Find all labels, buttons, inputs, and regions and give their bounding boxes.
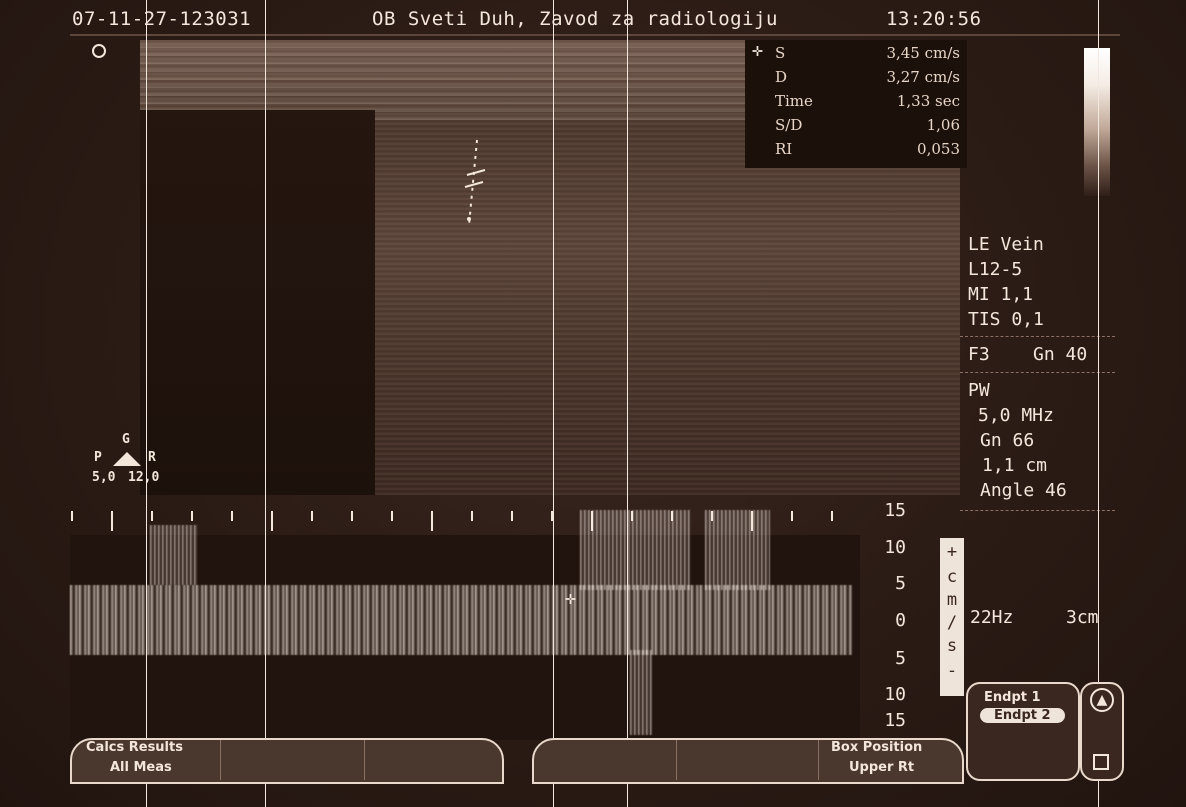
focus-gain: F3 Gn 40 [968,344,1088,365]
doppler-mode: PW [968,380,990,401]
endpoint-2-option[interactable]: Endpt 2 [980,708,1065,723]
velocity-unit-label: + c m / s - [940,538,964,696]
up-arrow-icon[interactable]: ▲ [1090,688,1114,712]
circle-indicator-icon [92,44,106,58]
doppler-peak [705,510,770,590]
softkey-group-left [70,738,504,784]
endpoint-knob[interactable]: ▲ [1080,682,1124,781]
doppler-baseline-signal [70,585,852,655]
unit-char: - [946,661,958,681]
softkey-group-right [532,738,964,784]
measurement-label: S [775,44,786,62]
doppler-reverse-flow [630,650,652,735]
measurement-value: 3,45 cm/s [886,44,960,62]
mechanical-index: MI 1,1 [968,284,1034,305]
measurement-label: S/D [775,116,803,134]
calcs-results-label: Calcs Results [86,740,183,755]
measurement-value: 1,06 [926,116,960,134]
doppler-peak [580,510,690,590]
endpoint-1-option[interactable]: Endpt 1 [984,690,1041,705]
unit-char: / [946,613,958,633]
measurement-label: RI [775,140,793,158]
velocity-scale-label: 0 [895,610,906,631]
velocity-scale-label: 15 [884,500,906,521]
scan-line-artifact [265,0,266,807]
all-meas-label: All Meas [110,760,172,775]
cursor-crosshair-icon[interactable]: ✛ [565,588,576,609]
probe-right-label: R [148,450,156,465]
upper-rt-label: Upper Rt [849,760,915,775]
measurement-value: 1,33 sec [896,92,960,110]
scan-line-artifact [553,0,554,807]
box-position-button[interactable]: Box Position Upper Rt [818,740,959,780]
doppler-angle: Angle 46 [980,480,1067,501]
scan-line-artifact [1098,0,1099,807]
measurement-label: Time [775,92,813,110]
measurement-panel: S 3,45 cm/s D 3,27 cm/s Time 1,33 sec S/D 1,… [745,40,967,168]
doppler-frequency: 5,0 MHz [978,405,1054,426]
unit-char: c [946,567,958,587]
probe-orientation-icon [113,452,141,466]
calcs-results-button[interactable]: Calcs Results All Meas [80,740,216,780]
velocity-scale-label: 5 [895,648,906,669]
depth-value: 3cm [1066,607,1099,628]
crosshair-icon: ✛ [752,40,763,61]
info-divider [960,372,1115,374]
measurement-value: 3,27 cm/s [886,68,960,86]
scan-line-artifact [627,0,628,807]
probe-left-label: P [94,450,102,465]
softkey-empty-4[interactable] [534,740,674,780]
info-divider [960,510,1115,512]
probe-top-label: G [122,432,130,447]
doppler-peak [150,525,198,585]
grayscale-bar [1084,48,1110,196]
probe-left-value: 5,0 [92,470,116,485]
softkey-empty-3[interactable] [364,740,501,780]
clock-time: 13:20:56 [886,8,982,30]
softkey-empty-5[interactable] [676,740,817,780]
unit-char: + [946,542,958,562]
probe-right-value: 12,0 [128,470,160,485]
info-divider [960,336,1115,338]
sample-gate-icon[interactable] [455,135,495,230]
unit-char: s [946,636,958,656]
measurement-label: D [775,68,788,86]
unit-char: m [946,590,958,610]
sample-volume: 1,1 cm [982,455,1048,476]
patient-id: 07-11-27-123031 [72,8,252,30]
institution-name: OB Sveti Duh, Zavod za radiologiju [372,8,778,30]
velocity-scale-label: 5 [895,573,906,594]
scan-line-artifact [146,0,147,807]
doppler-gain: Gn 66 [980,430,1035,451]
b-mode-shadow-region [140,110,375,495]
velocity-scale-label: 15 [884,710,906,731]
measurement-value: 0,053 [917,140,960,158]
preset-name: LE Vein [968,234,1044,255]
velocity-scale-label: 10 [884,684,906,705]
header-divider [70,34,1120,36]
box-position-label: Box Position [831,740,923,755]
softkey-empty-2[interactable] [220,740,361,780]
velocity-scale-label: 10 [884,537,906,558]
transducer-name: L12-5 [968,259,1023,280]
square-icon[interactable] [1093,754,1109,770]
endpoint-selector[interactable]: Endpt 1 Endpt 2 [966,682,1080,781]
thermal-index: TIS 0,1 [968,309,1044,330]
prf-value: 22Hz [970,607,1014,628]
